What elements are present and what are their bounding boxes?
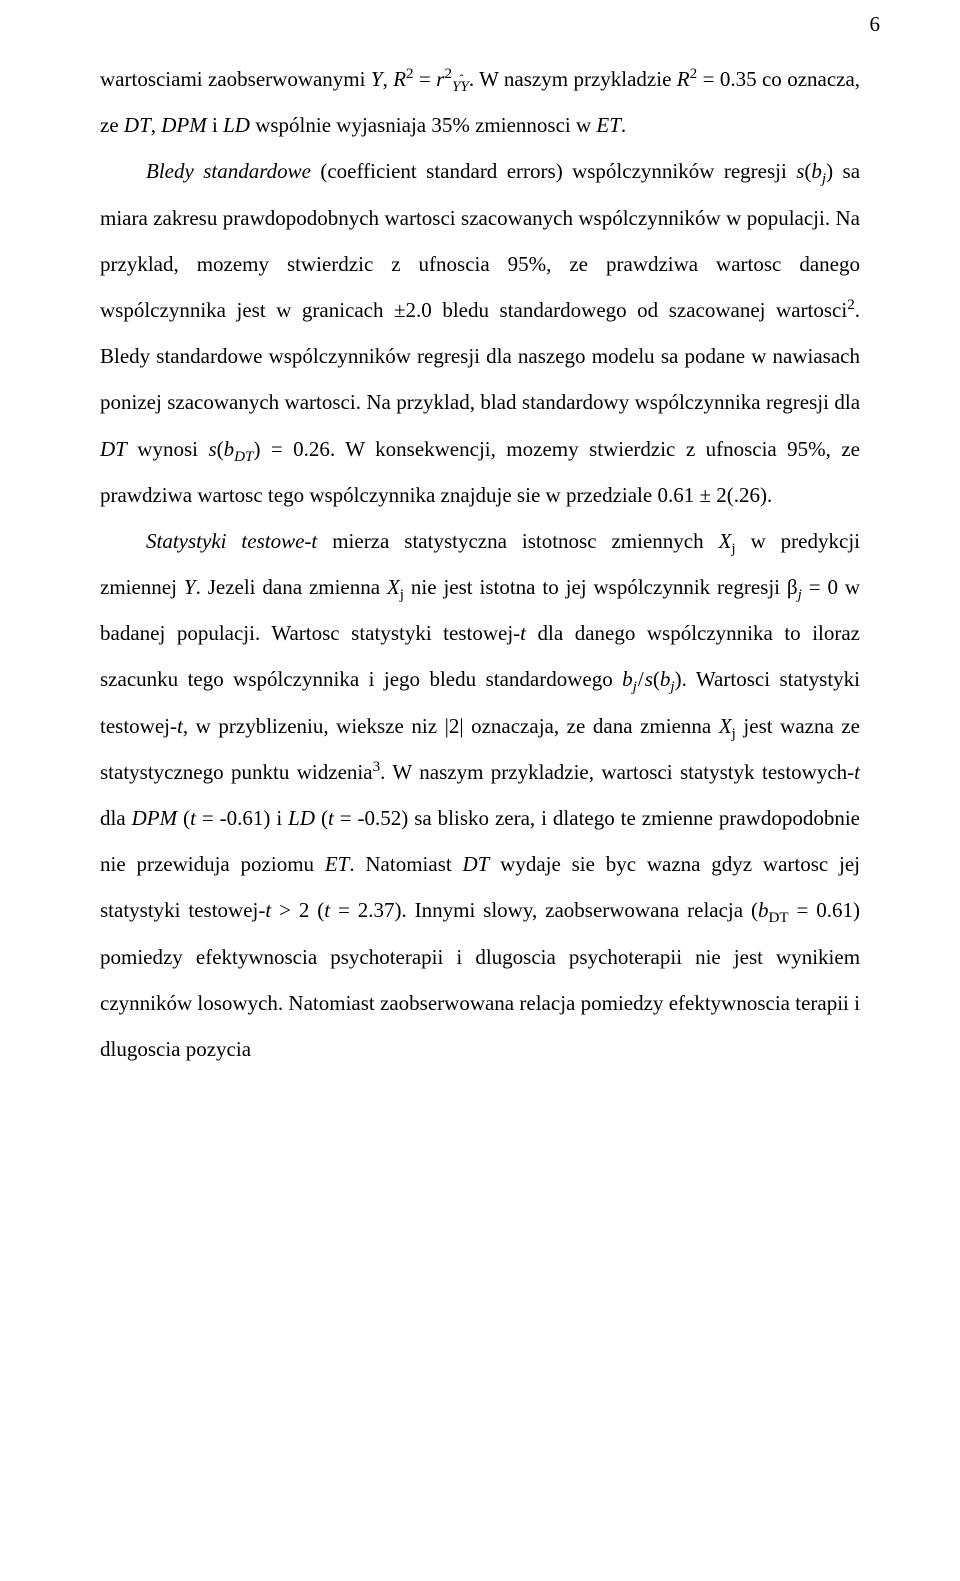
text: . Wartosci <box>682 667 770 691</box>
var-b: b <box>660 667 671 691</box>
paren: ( <box>653 667 660 691</box>
paragraph-2: Bledy standardowe (coefficient standard … <box>100 148 860 518</box>
var-beta: β <box>787 575 798 599</box>
text: wspólczynnika regresji dla <box>635 390 860 414</box>
text: wydaje sie byc <box>489 852 636 876</box>
sub-yy: ˆYY <box>452 79 469 95</box>
text: dla <box>100 806 132 830</box>
text: ( <box>177 806 190 830</box>
var-b: b <box>224 437 235 461</box>
var-dt: DT <box>463 852 490 876</box>
text: . W konsekwencji, mozemy <box>330 437 579 461</box>
text: w predykcji <box>736 529 860 553</box>
text: . <box>621 113 626 137</box>
paragraph-1: wartosciami zaobserwowanymi Y, R2 = r2ˆY… <box>100 56 860 148</box>
fn-s: s <box>208 437 216 461</box>
var-r: R <box>393 67 406 91</box>
text: = -0.61) i <box>196 806 288 830</box>
text: . W naszym przykladzie <box>469 67 677 91</box>
text: = 2.37). Innymi slowy, <box>330 898 537 922</box>
text: wynosi <box>127 437 209 461</box>
text: statystyk testowych- <box>680 760 854 784</box>
text: ( <box>315 806 328 830</box>
var-dpm: DPM <box>132 806 178 830</box>
var-t: t <box>854 760 860 784</box>
eq: = <box>414 67 437 91</box>
sub-j: j <box>732 726 736 742</box>
var-x: X <box>387 575 400 599</box>
paper-page: 6 wartosciami zaobserwowanymi Y, R2 = r2… <box>0 0 960 1581</box>
var-dpm: DPM <box>161 113 207 137</box>
footnote-2: 2 <box>847 297 855 313</box>
sub-dt: DT <box>234 449 253 465</box>
var-x: X <box>719 529 732 553</box>
heading-statystyki: Statystyki testowe-t <box>146 529 317 553</box>
var-r: R <box>677 67 690 91</box>
text: (coefficient standard errors) wspólczynn… <box>311 159 787 183</box>
text: , w przyblizeniu, wieksze niz |2| oznacz… <box>183 714 719 738</box>
paren: ( <box>217 437 224 461</box>
var-et: ET <box>596 113 621 137</box>
var-b: b <box>622 667 633 691</box>
text: . Natomiast <box>349 852 462 876</box>
text: = -0.52) sa blisko zera, i dlatego te <box>334 806 636 830</box>
text: mierza statystyczna istotnosc zmiennych <box>317 529 718 553</box>
sub-dt: DT <box>768 911 788 927</box>
paragraph-3: Statystyki testowe-t mierza statystyczna… <box>100 518 860 1072</box>
text: . W naszym przykladzie, wartosci <box>380 760 672 784</box>
text: dla danego wspólczynnika to iloraz <box>526 621 860 645</box>
var-y: Y <box>371 67 383 91</box>
var-dt: DT <box>100 437 127 461</box>
text: . Jezeli dana zmienna <box>196 575 387 599</box>
fn-s: s <box>645 667 653 691</box>
heading-bledy: Bledy standardowe <box>146 159 311 183</box>
text: = 0.26 <box>260 437 329 461</box>
text: nie jest istotna to jej wspólczynnik reg… <box>404 575 787 599</box>
text: = 0 <box>802 575 838 599</box>
var-b: b <box>811 159 822 183</box>
text: > 2 ( <box>271 898 324 922</box>
text: szacunku tego wspólczynnika i jego bledu… <box>100 667 622 691</box>
paren: ) <box>675 667 682 691</box>
text: i <box>207 113 223 137</box>
text: wspólnie wyjasniaja 35% zmiennosci w <box>250 113 596 137</box>
var-dt: DT <box>124 113 151 137</box>
var-y: Y <box>184 575 196 599</box>
text: wartosciami zaobserwowanymi <box>100 67 371 91</box>
text: zmiennej <box>100 575 184 599</box>
var-x: X <box>719 714 732 738</box>
text: wartosci <box>776 298 847 322</box>
slash: / <box>637 667 645 691</box>
text: = 0.35 co <box>697 67 782 91</box>
text: , <box>383 67 394 91</box>
text: zaobserwowana relacja ( <box>545 898 758 922</box>
text: przedziale 0.61 ± 2(.26). <box>566 483 772 507</box>
footnote-3: 3 <box>373 759 381 775</box>
text: , <box>151 113 162 137</box>
var-b: b <box>758 898 769 922</box>
page-number: 6 <box>870 14 881 35</box>
var-et: ET <box>325 852 350 876</box>
var-ld: LD <box>288 806 315 830</box>
sup-2: 2 <box>406 66 414 82</box>
sup-2: 2 <box>444 66 452 82</box>
var-ld: LD <box>223 113 250 137</box>
